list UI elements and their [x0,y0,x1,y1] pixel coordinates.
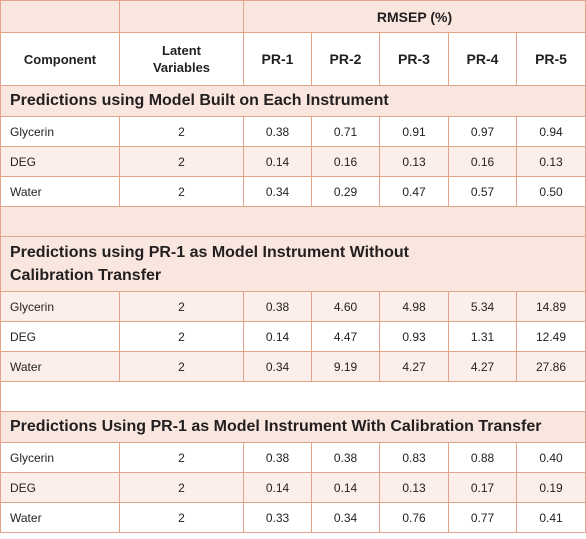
component-column-header: Component [0,32,120,86]
rmsep-value-cell: 0.50 [515,176,586,207]
rmsep-value-cell: 0.38 [243,291,312,322]
header-row-columns: Component Latent Variables PR-1 PR-2 PR-… [0,32,586,86]
header-blank-cell [119,0,244,33]
rmsep-value-cell: 0.16 [311,146,380,177]
latent-variables-label: Latent Variables [152,43,211,75]
rmsep-value-cell: 0.38 [243,116,312,147]
rmsep-value-cell: 0.76 [379,502,449,533]
instrument-column-header: PR-2 [311,32,380,86]
component-cell: DEG [0,146,120,177]
table-row: Water 2 0.34 0.29 0.47 0.57 0.50 [0,176,586,207]
instrument-column-header: PR-1 [243,32,312,86]
section-header-row: Predictions using Model Built on Each In… [0,85,586,117]
latent-variables-cell: 2 [119,116,244,147]
rmsep-value-cell: 0.14 [311,472,380,503]
latent-variables-cell: 2 [119,176,244,207]
rmsep-value-cell: 0.88 [448,442,517,473]
latent-variables-cell: 2 [119,442,244,473]
table-row: Glycerin 2 0.38 0.38 0.83 0.88 0.40 [0,442,586,473]
rmsep-value-cell: 0.19 [515,472,586,503]
rmsep-value-cell: 0.33 [243,502,312,533]
table-row: Water 2 0.34 9.19 4.27 4.27 27.86 [0,351,586,382]
latent-variables-column-header: Latent Variables [119,32,244,86]
rmsep-value-cell: 0.34 [311,502,380,533]
spacer-cell [0,381,586,412]
rmsep-value-cell: 0.14 [243,321,312,352]
section-title: Predictions using PR-1 as Model Instrume… [0,236,586,292]
rmsep-value-cell: 4.60 [311,291,380,322]
latent-variables-cell: 2 [119,291,244,322]
component-cell: Water [0,351,120,382]
rmsep-value-cell: 0.14 [243,146,312,177]
rmsep-value-cell: 4.27 [379,351,449,382]
rmsep-value-cell: 0.97 [448,116,517,147]
rmsep-value-cell: 4.98 [379,291,449,322]
table-row: Glycerin 2 0.38 4.60 4.98 5.34 14.89 [0,291,586,322]
section-spacer-row [0,381,586,412]
rmsep-value-cell: 0.71 [311,116,380,147]
rmsep-value-cell: 4.27 [448,351,517,382]
rmsep-group-header: RMSEP (%) [242,0,586,33]
section-title: Predictions using Model Built on Each In… [0,85,586,117]
rmsep-value-cell: 0.38 [243,442,312,473]
rmsep-value-cell: 5.34 [448,291,517,322]
rmsep-value-cell: 12.49 [515,321,586,352]
component-cell: DEG [0,472,120,503]
spacer-cell [0,206,586,237]
component-cell: Glycerin [0,442,120,473]
instrument-column-header: PR-3 [379,32,449,86]
rmsep-value-cell: 0.77 [448,502,517,533]
header-row-group: RMSEP (%) [0,0,586,33]
rmsep-value-cell: 0.13 [379,472,449,503]
component-cell: Water [0,502,120,533]
component-cell: Glycerin [0,116,120,147]
rmsep-value-cell: 0.57 [448,176,517,207]
rmsep-value-cell: 9.19 [311,351,380,382]
rmsep-value-cell: 0.13 [379,146,449,177]
rmsep-value-cell: 0.94 [515,116,586,147]
rmsep-value-cell: 0.38 [311,442,380,473]
rmsep-value-cell: 0.41 [515,502,586,533]
table-row: DEG 2 0.14 4.47 0.93 1.31 12.49 [0,321,586,352]
section-title: Predictions Using PR-1 as Model Instrume… [0,411,586,443]
rmsep-value-cell: 0.14 [243,472,312,503]
rmsep-value-cell: 0.13 [515,146,586,177]
component-cell: Glycerin [0,291,120,322]
latent-variables-cell: 2 [119,146,244,177]
table-row: Glycerin 2 0.38 0.71 0.91 0.97 0.94 [0,116,586,147]
rmsep-value-cell: 0.91 [379,116,449,147]
rmsep-value-cell: 0.16 [448,146,517,177]
rmsep-value-cell: 4.47 [311,321,380,352]
header-blank-cell [0,0,120,33]
rmsep-value-cell: 1.31 [448,321,517,352]
component-cell: Water [0,176,120,207]
latent-variables-cell: 2 [119,472,244,503]
instrument-column-header: PR-5 [515,32,586,86]
component-cell: DEG [0,321,120,352]
rmsep-value-cell: 0.40 [515,442,586,473]
latent-variables-cell: 2 [119,321,244,352]
section-header-row: Predictions using PR-1 as Model Instrume… [0,236,586,292]
rmsep-value-cell: 0.29 [311,176,380,207]
section-header-row: Predictions Using PR-1 as Model Instrume… [0,411,586,443]
rmsep-value-cell: 27.86 [515,351,586,382]
latent-variables-cell: 2 [119,351,244,382]
rmsep-value-cell: 0.83 [379,442,449,473]
latent-variables-cell: 2 [119,502,244,533]
table-row: DEG 2 0.14 0.16 0.13 0.16 0.13 [0,146,586,177]
section-spacer-row [0,206,586,237]
rmsep-value-cell: 0.47 [379,176,449,207]
table-row: Water 2 0.33 0.34 0.76 0.77 0.41 [0,502,586,533]
table-row: DEG 2 0.14 0.14 0.13 0.17 0.19 [0,472,586,503]
rmsep-value-cell: 0.34 [243,351,312,382]
rmsep-value-cell: 0.34 [243,176,312,207]
rmsep-value-cell: 0.93 [379,321,449,352]
instrument-column-header: PR-4 [448,32,517,86]
rmsep-value-cell: 0.17 [448,472,517,503]
rmsep-value-cell: 14.89 [515,291,586,322]
section-title-text: Predictions using PR-1 as Model Instrume… [10,244,409,284]
